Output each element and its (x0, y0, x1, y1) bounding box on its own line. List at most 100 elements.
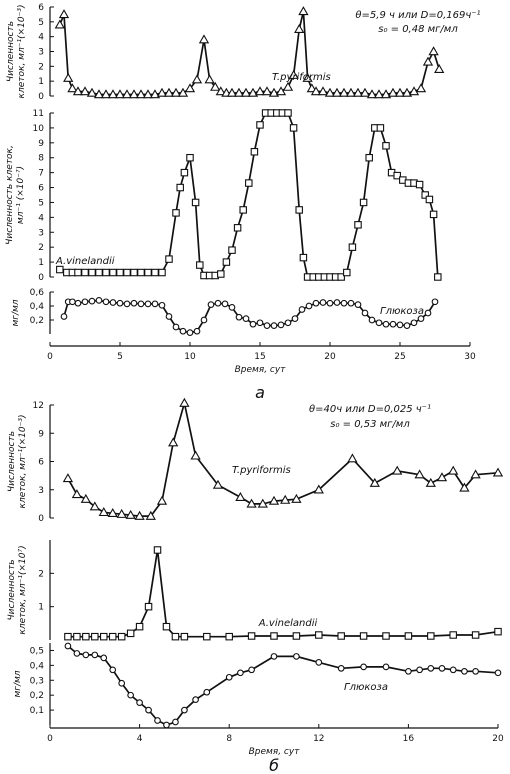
data-point (74, 268, 82, 277)
data-point (237, 669, 244, 677)
y-tick-label: 1 (38, 77, 44, 87)
y-tick-label: 0,5 (30, 646, 44, 656)
data-point (126, 629, 135, 638)
data-point (226, 87, 238, 97)
y-axis-label: Численность (7, 559, 17, 620)
data-point (235, 313, 243, 321)
data-point (461, 667, 468, 675)
data-point (72, 86, 84, 96)
data-point (91, 651, 99, 659)
data-point (305, 302, 313, 310)
series-line (59, 112, 439, 278)
data-point (82, 651, 90, 659)
data-point (158, 301, 166, 309)
data-point (380, 89, 392, 99)
data-point (144, 268, 152, 277)
data-point (179, 397, 190, 407)
data-point (186, 329, 194, 336)
data-point (436, 472, 448, 482)
data-point (248, 666, 255, 674)
data-point (137, 268, 145, 277)
data-point (235, 491, 246, 501)
data-point (144, 602, 153, 611)
data-point (359, 87, 371, 97)
data-point (80, 493, 91, 503)
data-point (151, 300, 159, 308)
data-point (100, 632, 108, 641)
data-point (81, 268, 89, 277)
y-tick-label: 0 (38, 92, 44, 102)
data-point (256, 319, 264, 327)
data-point (494, 627, 502, 636)
data-point (171, 632, 180, 641)
data-point (270, 653, 278, 660)
data-point (348, 243, 357, 251)
data-point (130, 299, 138, 307)
data-point (107, 507, 118, 517)
subplot-глюкоза: 0,2 0,4 0,6 мг/мл Глюкоза (11, 288, 439, 336)
data-point (284, 109, 292, 117)
x-axis-label: Время, сут (235, 365, 287, 375)
data-point (427, 664, 435, 672)
y-tick-label: 0,2 (30, 691, 44, 701)
data-point (109, 299, 117, 306)
series-label: A.vinelandii (55, 256, 115, 267)
data-point (98, 507, 109, 517)
data-point (192, 696, 199, 704)
data-point (415, 180, 424, 189)
data-point (313, 484, 324, 494)
data-point (233, 224, 242, 232)
data-point (312, 299, 320, 307)
data-point (225, 632, 233, 641)
data-point (268, 87, 280, 97)
y-tick-label: 8 (38, 154, 44, 164)
data-point (71, 489, 83, 499)
data-point (331, 87, 343, 97)
data-point (387, 87, 399, 97)
y-axis-label: клеток, мл⁻¹(×10⁻³) (17, 5, 27, 99)
data-point (242, 315, 250, 322)
data-point (63, 72, 74, 82)
data-point (247, 632, 256, 640)
data-point (118, 679, 126, 687)
data-point (494, 669, 502, 677)
subplot-avinelandii: 0 1 2 3 4 5 6 7 8 9 10 11 Численность клеток, мл⁻¹ (×… (5, 109, 442, 283)
y-tick-label: 0,4 (30, 661, 45, 671)
data-point (69, 298, 76, 306)
data-point (74, 299, 82, 307)
data-point (414, 469, 425, 479)
data-point (193, 327, 201, 335)
data-point (280, 494, 291, 504)
data-point (359, 632, 368, 640)
data-point (176, 183, 184, 192)
data-point (172, 209, 180, 217)
data-point (172, 323, 180, 331)
data-point (337, 273, 345, 281)
parameter-annotation: s₀ = 0,48 мг/мл (378, 24, 458, 35)
data-point (310, 86, 322, 96)
data-point (410, 319, 418, 327)
data-point (186, 153, 194, 162)
data-point (360, 663, 367, 671)
data-point (56, 265, 64, 274)
y-tick-label: 0,1 (30, 706, 44, 716)
data-point (373, 89, 385, 99)
y-axis-label: Численность (6, 21, 16, 82)
data-point (225, 673, 233, 681)
y-tick-label: 4 (38, 213, 44, 223)
data-point (245, 179, 253, 187)
x-tick-label: 8 (226, 734, 232, 744)
series-label: Глюкоза (344, 682, 388, 693)
parameter-annotation: θ=40ч или D=0,025 ч⁻¹ (309, 404, 431, 415)
data-point (116, 508, 127, 518)
data-point (317, 86, 329, 96)
y-axis-label: Численность клеток, (5, 145, 15, 245)
data-point (404, 632, 413, 640)
data-point (270, 632, 278, 640)
data-point (408, 86, 420, 96)
data-point (191, 198, 200, 207)
data-point (154, 717, 161, 724)
parameter-annotation: s₀ = 0,53 мг/мл (330, 419, 410, 430)
